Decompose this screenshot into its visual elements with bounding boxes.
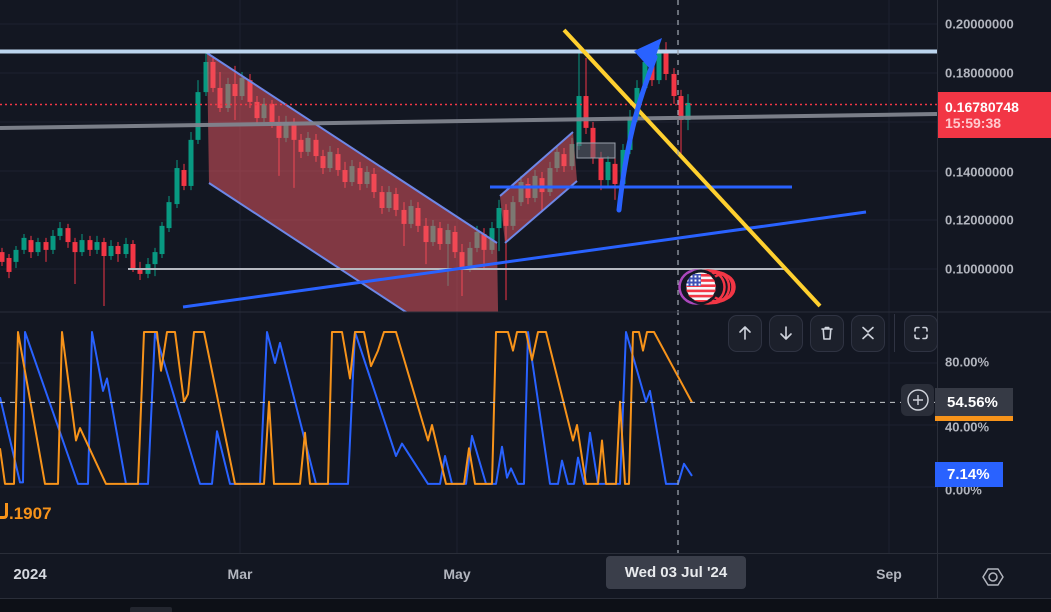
osc-value-badge: 54.56%	[935, 388, 1013, 416]
trash-icon	[821, 326, 833, 340]
maximize-button[interactable]	[904, 314, 938, 352]
descending-channel	[207, 53, 499, 312]
last-price-value: 0.16780748	[945, 99, 1019, 115]
arrow-up-icon	[739, 326, 751, 340]
toolbar-divider	[894, 314, 895, 352]
price-tick-020: 0.20000000	[945, 16, 1014, 32]
price-tick-014: 0.14000000	[945, 164, 1014, 180]
time-tick-sep: Sep	[876, 566, 902, 582]
blue-arrow	[616, 54, 658, 213]
maximize-icon	[914, 326, 928, 340]
oscillator-series[interactable]	[0, 331, 937, 485]
time-tick-may: May	[443, 566, 471, 582]
cropped-orange-value: .1907	[0, 503, 52, 524]
us-flag-sticker[interactable]	[678, 269, 736, 305]
collapse-icon	[862, 326, 874, 340]
osc-blue-text: 7.14%	[947, 466, 990, 483]
crosshair-date-badge: Wed 03 Jul '24	[606, 556, 746, 589]
bar-countdown: 15:59:38	[945, 115, 1002, 131]
osc-value-text: 54.56%	[947, 393, 998, 411]
move-up-button[interactable]	[728, 314, 762, 352]
last-price-badge: 0.16780748 15:59:38	[938, 92, 1051, 138]
yellow-trend-line	[562, 28, 822, 308]
price-tick-012: 0.12000000	[945, 212, 1014, 228]
move-down-button[interactable]	[769, 314, 803, 352]
price-tick-010: 0.10000000	[945, 261, 1014, 277]
orange-value-marker	[935, 416, 1013, 421]
delete-button[interactable]	[810, 314, 844, 352]
time-tick-2024: 2024	[13, 566, 47, 583]
collapse-button[interactable]	[851, 314, 885, 352]
drawing-toolbar	[728, 314, 938, 352]
osc-blue-badge: 7.14%	[935, 462, 1003, 487]
crosshair-date-text: Wed 03 Jul '24	[624, 564, 728, 581]
settings-hexagon-icon	[982, 568, 1004, 586]
timezone-settings-button[interactable]	[980, 564, 1006, 595]
price-tick-018: 0.18000000	[945, 65, 1014, 81]
oscillator-line-orange	[0, 331, 693, 485]
add-alert-plus-button[interactable]	[901, 384, 934, 416]
bottom-cropped-strip	[0, 598, 1051, 612]
arrow-down-icon	[780, 326, 792, 340]
osc-tick-40: 40.00%	[945, 419, 990, 435]
cropped-digit-fragment	[0, 503, 8, 519]
cropped-content-fragment	[130, 607, 172, 612]
gray-box-drawing	[576, 142, 616, 159]
time-tick-mar: Mar	[227, 566, 253, 582]
chart-drawings[interactable]	[0, 28, 937, 373]
osc-tick-80: 80.00%	[945, 354, 990, 370]
plus-circle-icon	[906, 389, 929, 411]
